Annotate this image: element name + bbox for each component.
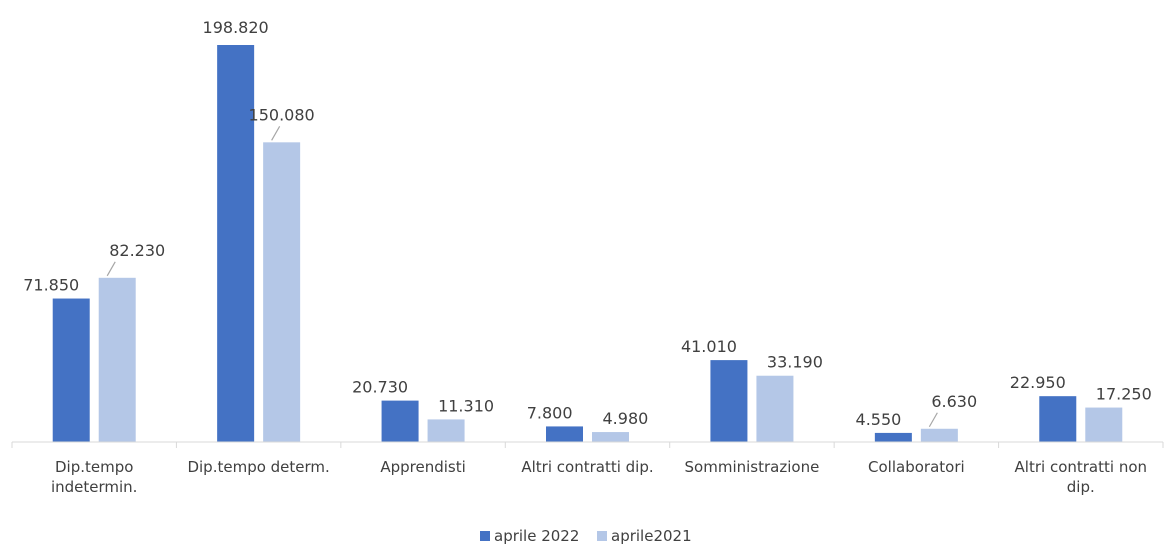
- category-label-1: Dip.tempo determ.: [187, 458, 329, 476]
- data-label-series-0-cat-0: 71.850: [23, 276, 79, 295]
- data-label-series-0-cat-4: 41.010: [681, 337, 737, 356]
- leader-lines-group: [106, 126, 938, 428]
- bar-series-0-cat-2: [381, 400, 419, 442]
- bars-group: [52, 45, 1123, 442]
- data-labels-group: 71.850 82.230 198.820 150.080 20.730 11.310 7.…: [23, 18, 1152, 429]
- data-label-series-0-cat-6: 22.950: [1010, 373, 1066, 392]
- bar-series-1-cat-3: [592, 432, 629, 442]
- data-label-series-0-cat-5: 4.550: [856, 410, 902, 429]
- bar-series-0-cat-4: [710, 360, 748, 442]
- category-label-0: Dip.tempo indetermin.: [51, 458, 138, 496]
- bar-series-0-cat-3: [546, 426, 583, 442]
- category-label-4: Somministrazione: [685, 458, 820, 476]
- data-label-series-1-cat-3: 4.980: [603, 409, 649, 428]
- legend: aprile 2022 aprile2021: [480, 527, 692, 545]
- data-label-series-1-cat-4: 33.190: [767, 353, 823, 372]
- data-label-series-1-cat-1: 150.080: [249, 105, 315, 124]
- bar-series-1-cat-5: [920, 428, 958, 442]
- data-label-series-1-cat-2: 11.310: [438, 396, 494, 415]
- bar-series-0-cat-6: [1039, 396, 1077, 442]
- legend-label-series-0: aprile 2022: [494, 527, 579, 545]
- x-axis-ticks-group: [11, 442, 1164, 448]
- data-label-series-0-cat-2: 20.730: [352, 378, 408, 397]
- category-label-5: Collaboratori: [868, 458, 965, 476]
- legend-label-series-1: aprile2021: [611, 527, 692, 545]
- leader-line-series-1-cat-0: [106, 261, 116, 277]
- bar-series-1-cat-1: [263, 142, 301, 442]
- leader-line-series-1-cat-5: [928, 412, 938, 428]
- category-label-6: Altri contratti non dip.: [1015, 458, 1147, 496]
- bar-series-1-cat-4: [756, 375, 794, 442]
- bar-series-0-cat-1: [217, 45, 255, 442]
- legend-swatch-series-1: [597, 531, 607, 541]
- legend-swatch-series-0: [480, 531, 490, 541]
- category-label-2: Apprendisti: [380, 458, 465, 476]
- data-label-series-1-cat-6: 17.250: [1096, 385, 1152, 404]
- bar-series-1-cat-6: [1085, 407, 1123, 442]
- bar-series-1-cat-2: [427, 419, 465, 442]
- data-label-series-1-cat-5: 6.630: [931, 392, 977, 411]
- data-label-series-1-cat-0: 82.230: [109, 241, 165, 260]
- data-label-series-0-cat-1: 198.820: [203, 18, 269, 37]
- bar-series-1-cat-0: [98, 277, 136, 442]
- bar-series-0-cat-5: [874, 432, 912, 442]
- category-label-3: Altri contratti dip.: [521, 458, 653, 476]
- bar-series-0-cat-0: [52, 298, 90, 442]
- data-label-series-0-cat-3: 7.800: [527, 403, 573, 422]
- leader-line-series-1-cat-1: [271, 126, 281, 141]
- category-labels-group: Dip.tempo indetermin. Dip.tempo determ. App…: [51, 458, 1147, 496]
